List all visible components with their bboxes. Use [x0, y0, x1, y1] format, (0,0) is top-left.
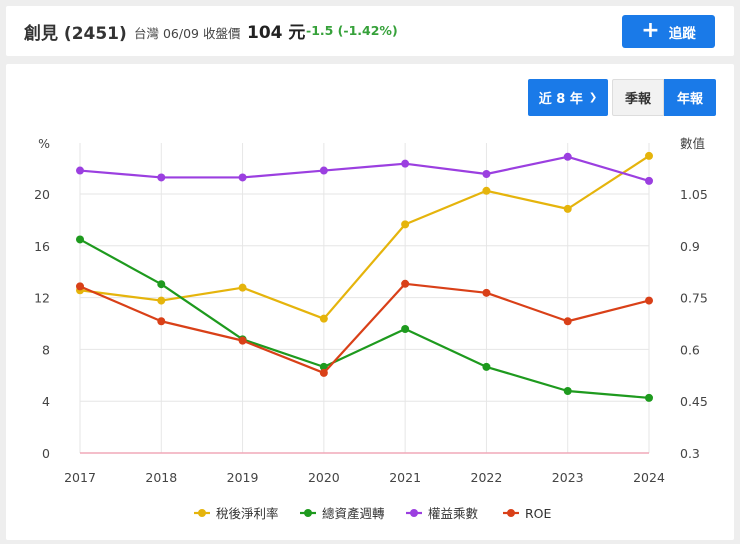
- data-point: [76, 235, 84, 244]
- data-point: [645, 151, 653, 160]
- left-tick-label: 4: [42, 394, 50, 409]
- data-point: [319, 314, 328, 323]
- data-point: [563, 204, 572, 213]
- legend-label: 稅後淨利率: [216, 506, 279, 521]
- dupont-line-chart: 0 4 8 12 16 20% 0.3 0.45 0.6 0.75 0.9 1.05 數值 2017 201…: [34, 136, 708, 521]
- right-tick-label: 1.05: [680, 187, 708, 202]
- left-tick-label: 12: [34, 291, 50, 306]
- data-point: [482, 186, 491, 195]
- right-tick-label: 0.45: [680, 394, 708, 409]
- left-tick-label: 8: [42, 342, 50, 357]
- data-point: [238, 173, 247, 182]
- price-change: -1.5 (-1.42%): [306, 23, 398, 38]
- chart-panel: 近 8 年 ❯ 季報 年報 0 4 8 12 16 20% 0.3 0.45 0.6 0.75 0.…: [6, 64, 734, 540]
- left-axis-label: %: [38, 136, 50, 151]
- x-tick-label: 2019: [227, 470, 259, 485]
- data-point: [238, 336, 247, 345]
- data-point: [157, 280, 166, 289]
- legend-swatch-dot: [304, 509, 312, 517]
- data-point: [482, 170, 491, 178]
- series-line: [79, 155, 650, 182]
- x-tick-label: 2022: [471, 470, 503, 485]
- x-tick-label: 2021: [389, 470, 421, 485]
- right-tick-label: 0.75: [680, 291, 708, 306]
- data-point: [645, 296, 653, 305]
- track-button[interactable]: + 追蹤: [622, 15, 715, 48]
- data-point: [157, 296, 166, 305]
- data-point: [563, 317, 572, 326]
- data-point: [563, 387, 572, 395]
- x-tick-label: 2023: [552, 470, 584, 485]
- data-point: [645, 176, 653, 185]
- chart-legend: 稅後淨利率 總資產週轉 權益乘數 ROE: [194, 506, 552, 521]
- data-point: [319, 166, 328, 175]
- left-tick-label: 20: [34, 187, 50, 202]
- legend-swatch-dot: [507, 509, 515, 517]
- data-point: [157, 317, 166, 326]
- legend-label: 總資產週轉: [322, 506, 385, 521]
- stock-name: 創見 (2451): [24, 24, 127, 44]
- data-point: [319, 362, 328, 371]
- range-dropdown[interactable]: 近 8 年 ❯: [528, 79, 608, 116]
- data-point: [401, 159, 410, 168]
- data-point: [319, 368, 328, 377]
- track-button-label: 追蹤: [668, 25, 696, 42]
- chevron-down-icon: ❯: [588, 91, 598, 103]
- x-tick-label: 2024: [633, 470, 665, 485]
- data-point: [76, 282, 84, 291]
- closing-price: 104 元: [247, 23, 306, 43]
- data-point: [401, 325, 410, 333]
- legend-label: 權益乘數: [428, 506, 479, 521]
- data-point: [563, 152, 572, 161]
- legend-label: ROE: [525, 506, 552, 521]
- annual-toggle[interactable]: 年報: [664, 79, 716, 116]
- data-point: [482, 288, 491, 297]
- x-tick-label: 2020: [308, 470, 340, 485]
- series-line: [79, 238, 650, 399]
- data-point: [482, 362, 491, 371]
- data-point: [76, 166, 84, 175]
- series-line: [79, 154, 650, 320]
- x-tick-label: 2018: [145, 470, 177, 485]
- chart-grid: [79, 143, 650, 453]
- x-tick-label: 2017: [64, 470, 96, 485]
- chart-series: [76, 151, 653, 402]
- left-tick-label: 16: [34, 239, 50, 254]
- series-line: [79, 282, 650, 375]
- right-tick-label: 0.6: [680, 342, 700, 357]
- data-point: [401, 279, 410, 288]
- quarterly-toggle[interactable]: 季報: [612, 79, 664, 116]
- data-point: [401, 220, 410, 229]
- data-point: [645, 393, 653, 402]
- left-tick-label: 0: [42, 446, 50, 461]
- data-point: [238, 283, 247, 292]
- plus-icon: +: [641, 17, 660, 43]
- right-axis-label: 數值: [680, 136, 705, 151]
- data-point: [157, 173, 166, 182]
- right-tick-label: 0.9: [680, 239, 700, 254]
- stock-header: 創見 (2451) 台灣 06/09 收盤價 104 元 -1.5 (-1.42…: [6, 6, 734, 56]
- market-date: 台灣 06/09 收盤價: [134, 26, 241, 41]
- range-label: 近 8 年: [538, 92, 583, 107]
- right-tick-label: 0.3: [680, 446, 700, 461]
- legend-swatch-dot: [410, 509, 418, 517]
- legend-swatch-dot: [198, 509, 206, 517]
- chart-axes: 0 4 8 12 16 20% 0.3 0.45 0.6 0.75 0.9 1.05 數值 2017 201…: [34, 136, 708, 485]
